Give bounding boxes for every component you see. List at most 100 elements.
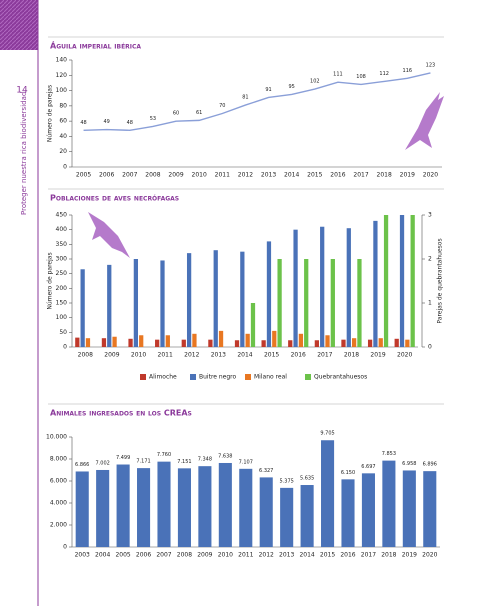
bar [80,269,85,347]
y2-tick-label: 2 [428,256,432,263]
value-label: 112 [379,71,389,77]
x-tick-label: 2008 [177,552,192,559]
bar [112,336,117,347]
value-label: 6.958 [402,461,416,467]
legend-label: Alimoche [149,374,177,381]
bar [133,259,139,347]
y-tick-label: 200 [56,285,68,292]
x-tick-label: 2011 [215,172,230,179]
x-tick-label: 2019 [402,552,417,559]
legend-swatch [305,374,311,380]
x-tick-label: 2020 [423,172,438,179]
chart-title: Animales ingresados en los CREAs [50,409,192,418]
value-label: 70 [219,103,225,109]
value-label: 6.866 [75,462,89,468]
bar [218,330,224,347]
x-tick-label: 2018 [377,172,392,179]
bar [361,473,375,547]
x-tick-label: 2017 [353,172,368,179]
bar [139,335,144,347]
bar [383,215,389,347]
x-tick-label: 2017 [317,352,332,359]
value-label: 6.896 [423,462,437,468]
value-label: 108 [356,74,366,80]
y-tick-label: 0 [63,164,67,171]
value-label: 49 [104,119,110,125]
y2-axis-label: Parejas de quebrantahuesos [437,238,444,323]
y-tick-label: 80 [59,102,67,109]
side-text: Proteger nuestra rica biodiversidad [20,92,28,215]
bar [373,220,378,347]
bar [330,259,335,347]
x-tick-label: 2013 [279,552,294,559]
x-tick-label: 2005 [76,172,91,179]
bar [186,253,192,347]
bar [177,468,191,547]
bar [402,470,416,547]
x-tick-label: 2012 [238,172,253,179]
bar [116,464,130,547]
bar [405,339,410,347]
value-label: 7.151 [177,459,191,465]
x-tick-label: 2018 [344,352,359,359]
value-label: 91 [265,87,271,93]
legend-swatch [140,374,146,380]
bar [75,337,80,347]
x-tick-label: 2017 [361,552,376,559]
x-tick-label: 2010 [192,172,207,179]
value-label: 7.760 [157,452,171,458]
value-label: 60 [173,111,179,117]
y-tick-label: 2.000 [50,522,67,529]
y-tick-label: 250 [56,270,68,277]
x-tick-label: 2014 [299,552,314,559]
value-label: 95 [289,84,295,90]
y-tick-label: 10.000 [46,434,67,441]
y-tick-label: 120 [56,72,68,79]
x-tick-label: 2015 [307,172,322,179]
bar [300,485,314,547]
bar [165,335,170,347]
value-label: 7.638 [218,453,232,459]
y-axis-label: Número de parejas [47,85,54,142]
y-tick-label: 140 [56,57,68,64]
x-tick-label: 2013 [211,352,226,359]
y-tick-label: 50 [59,329,67,336]
bar [128,338,133,347]
y-axis-label: Número de parejas [47,252,54,309]
value-label: 7.171 [136,459,150,465]
value-label: 48 [127,120,133,126]
bar [198,466,212,547]
x-tick-label: 2019 [400,172,415,179]
value-label: 53 [150,116,156,122]
x-tick-label: 2016 [330,172,345,179]
value-label: 48 [80,120,86,126]
bar [213,250,218,347]
bar [394,338,399,347]
y-tick-label: 450 [56,212,68,219]
y2-tick-label: 1 [428,300,432,307]
bar [240,251,245,347]
bar [101,338,107,347]
x-tick-label: 2003 [75,552,90,559]
bar [382,460,396,547]
bar [192,333,197,347]
x-tick-label: 2015 [320,552,335,559]
x-tick-label: 2010 [131,352,146,359]
x-tick-label: 2015 [264,352,279,359]
legend-swatch [190,374,196,380]
bar [351,338,357,347]
value-label: 6.327 [259,468,273,474]
y-tick-label: 0 [63,344,67,351]
y-tick-label: 100 [56,87,68,94]
bar [155,339,160,347]
x-tick-label: 2008 [78,352,93,359]
x-tick-label: 2018 [381,552,396,559]
bar [250,303,256,347]
x-tick-label: 2020 [397,352,412,359]
bar [137,468,151,547]
chart-title: Poblaciones de aves necrófagas [50,194,179,203]
legend-label: Buitre negro [199,374,237,381]
bar [277,259,282,347]
bar [320,226,325,347]
